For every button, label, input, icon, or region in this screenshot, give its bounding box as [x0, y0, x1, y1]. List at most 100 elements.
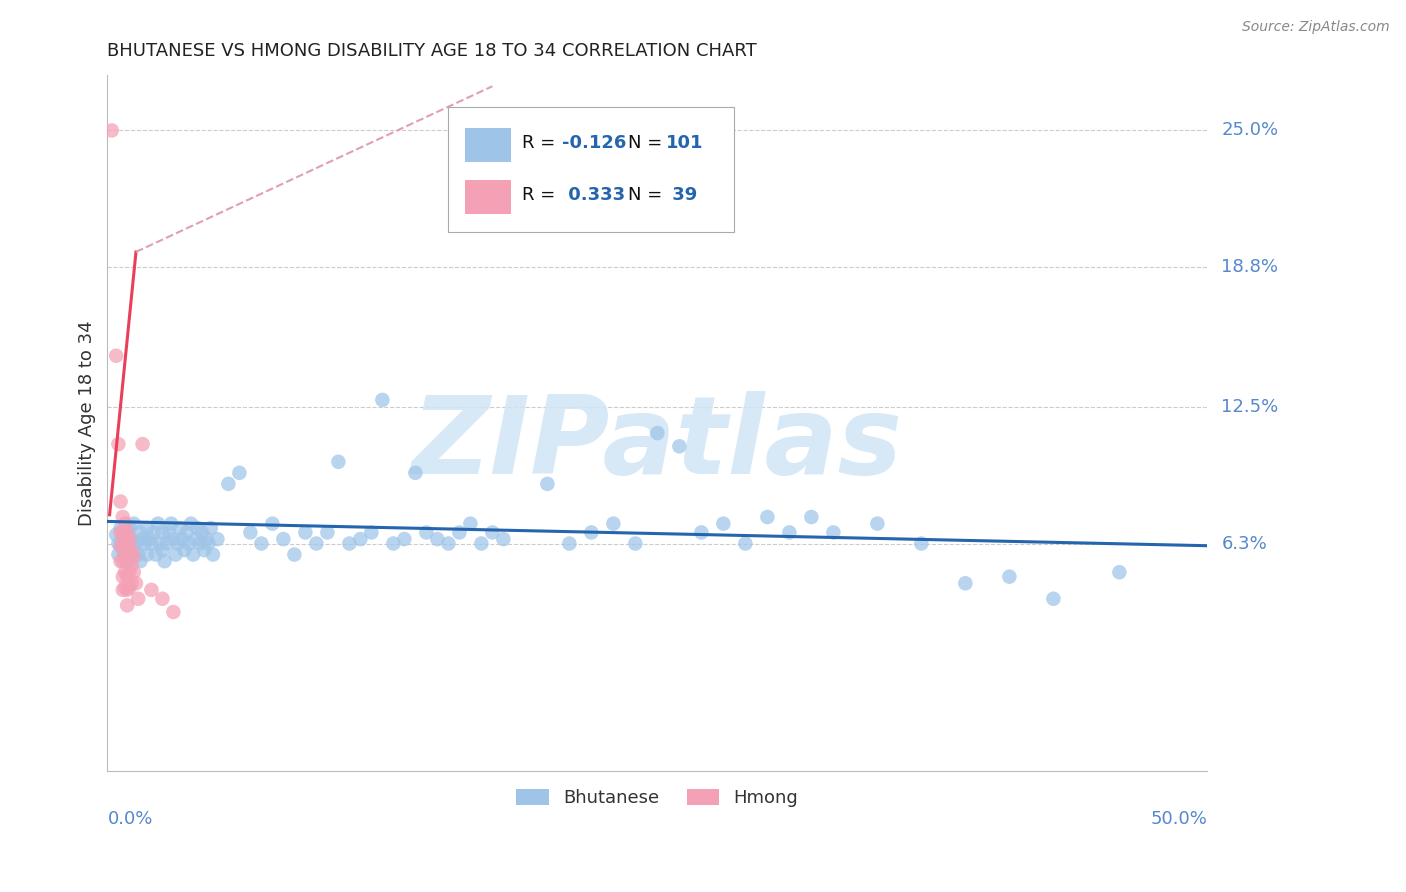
Point: [756, 510, 779, 524]
Point: [250, 536, 273, 550]
Point: [193, 543, 215, 558]
Point: [149, 536, 172, 550]
Point: [131, 532, 153, 546]
Point: [184, 532, 207, 546]
Text: 25.0%: 25.0%: [1222, 121, 1278, 139]
Point: [207, 532, 229, 546]
Point: [328, 455, 350, 469]
Text: BHUTANESE VS HMONG DISABILITY AGE 18 TO 34 CORRELATION CHART: BHUTANESE VS HMONG DISABILITY AGE 18 TO …: [107, 42, 758, 60]
Point: [778, 525, 800, 540]
Point: [711, 516, 734, 531]
Point: [118, 548, 141, 562]
Point: [111, 539, 134, 553]
Point: [107, 437, 129, 451]
Legend: Bhutanese, Hmong: Bhutanese, Hmong: [509, 781, 806, 814]
Point: [114, 532, 136, 546]
Point: [382, 536, 405, 550]
Text: N =: N =: [627, 186, 668, 204]
Point: [115, 554, 138, 568]
Point: [122, 543, 145, 558]
Point: [998, 569, 1021, 583]
Point: [110, 539, 132, 553]
Point: [180, 516, 202, 531]
Point: [110, 525, 132, 540]
Point: [305, 536, 328, 550]
Point: [162, 532, 184, 546]
Point: [165, 548, 187, 562]
Point: [316, 525, 339, 540]
Point: [162, 605, 184, 619]
Point: [337, 536, 360, 550]
Point: [111, 582, 134, 597]
Y-axis label: Disability Age 18 to 34: Disability Age 18 to 34: [79, 320, 96, 526]
Point: [201, 548, 224, 562]
Point: [624, 536, 647, 550]
Text: 18.8%: 18.8%: [1222, 259, 1278, 277]
FancyBboxPatch shape: [465, 128, 512, 162]
Text: Source: ZipAtlas.com: Source: ZipAtlas.com: [1241, 20, 1389, 34]
Text: 0.333: 0.333: [561, 186, 624, 204]
Point: [481, 525, 503, 540]
Point: [581, 525, 603, 540]
Point: [110, 539, 132, 553]
Point: [156, 536, 179, 550]
Point: [115, 525, 138, 540]
Point: [404, 466, 426, 480]
Point: [115, 554, 138, 568]
Point: [437, 536, 460, 550]
Point: [114, 548, 136, 562]
Text: 101: 101: [666, 134, 703, 153]
Point: [349, 532, 371, 546]
Point: [101, 123, 124, 137]
Point: [115, 525, 138, 540]
Point: [134, 536, 156, 550]
Text: 12.5%: 12.5%: [1222, 398, 1278, 416]
Point: [121, 576, 143, 591]
Point: [1108, 566, 1130, 580]
Point: [150, 525, 173, 540]
Point: [160, 516, 183, 531]
Point: [115, 539, 138, 553]
Point: [122, 516, 145, 531]
Point: [181, 548, 204, 562]
Point: [110, 554, 132, 568]
Point: [121, 532, 143, 546]
Point: [150, 591, 173, 606]
Point: [191, 525, 214, 540]
Point: [125, 576, 148, 591]
Point: [111, 543, 134, 558]
Point: [558, 536, 581, 550]
Point: [217, 476, 239, 491]
Point: [470, 536, 492, 550]
FancyBboxPatch shape: [465, 180, 512, 214]
Point: [800, 510, 823, 524]
Point: [110, 521, 132, 535]
Point: [177, 536, 200, 550]
Point: [294, 525, 316, 540]
Point: [121, 558, 143, 573]
Point: [668, 439, 690, 453]
Text: 6.3%: 6.3%: [1222, 534, 1267, 552]
Point: [121, 548, 143, 562]
Point: [122, 566, 145, 580]
Point: [492, 532, 515, 546]
Point: [146, 516, 169, 531]
Point: [200, 521, 222, 535]
Point: [371, 392, 394, 407]
Point: [172, 532, 194, 546]
Point: [118, 536, 141, 550]
Point: [110, 494, 132, 508]
Point: [136, 521, 159, 535]
Point: [122, 549, 145, 564]
Point: [273, 532, 295, 546]
Point: [114, 548, 136, 562]
Text: 39: 39: [666, 186, 697, 204]
Point: [136, 548, 159, 562]
Point: [118, 532, 141, 546]
Point: [536, 476, 558, 491]
Point: [129, 525, 152, 540]
Point: [157, 525, 180, 540]
Point: [197, 536, 219, 550]
Point: [150, 543, 173, 558]
Point: [415, 525, 437, 540]
